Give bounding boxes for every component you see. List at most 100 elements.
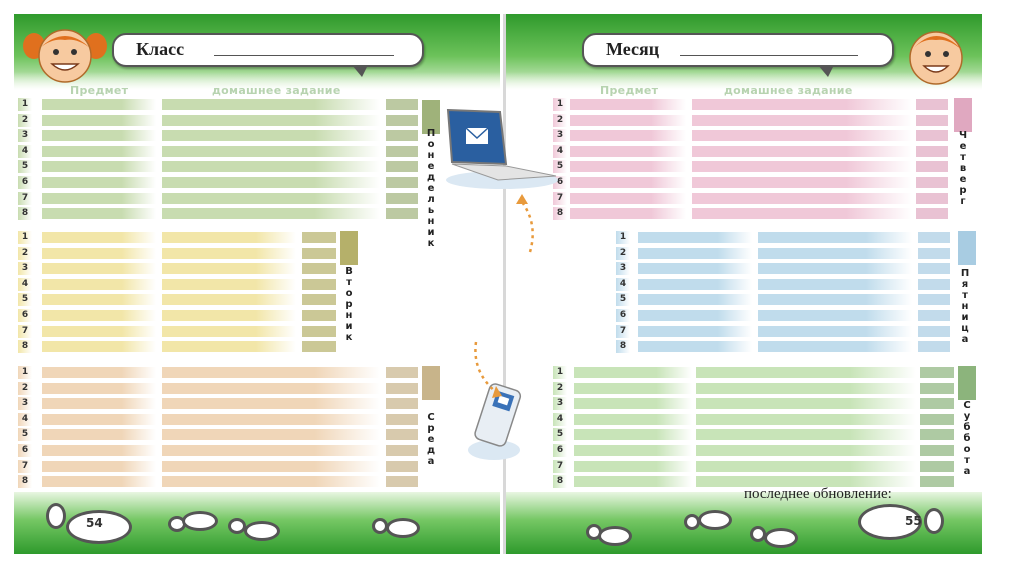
subject-cell[interactable] bbox=[42, 278, 156, 290]
subject-cell[interactable] bbox=[574, 445, 692, 456]
mark-cell[interactable] bbox=[302, 341, 336, 353]
mark-cell[interactable] bbox=[916, 145, 948, 157]
homework-cell[interactable] bbox=[162, 413, 380, 425]
homework-cell[interactable] bbox=[696, 476, 916, 488]
homework-cell[interactable] bbox=[162, 247, 296, 259]
subject-cell[interactable] bbox=[42, 398, 156, 410]
mark-cell[interactable] bbox=[386, 382, 418, 394]
mark-cell[interactable] bbox=[920, 476, 954, 488]
homework-cell[interactable] bbox=[162, 367, 380, 378]
homework-cell[interactable] bbox=[692, 161, 912, 173]
subject-cell[interactable] bbox=[570, 114, 686, 126]
subject-cell[interactable] bbox=[42, 161, 156, 173]
mark-cell[interactable] bbox=[920, 460, 954, 472]
subject-cell[interactable] bbox=[638, 247, 752, 259]
subject-cell[interactable] bbox=[574, 398, 692, 410]
subject-cell[interactable] bbox=[638, 263, 752, 275]
mark-cell[interactable] bbox=[386, 476, 418, 488]
homework-cell[interactable] bbox=[162, 325, 296, 337]
subject-cell[interactable] bbox=[42, 429, 156, 441]
mark-cell[interactable] bbox=[916, 114, 948, 126]
mark-cell[interactable] bbox=[916, 192, 948, 204]
homework-cell[interactable] bbox=[758, 310, 912, 321]
mark-cell[interactable] bbox=[916, 161, 948, 173]
mark-cell[interactable] bbox=[920, 429, 954, 441]
homework-cell[interactable] bbox=[692, 145, 912, 157]
class-input-line[interactable] bbox=[214, 55, 394, 56]
homework-cell[interactable] bbox=[162, 99, 380, 110]
mark-cell[interactable] bbox=[386, 367, 418, 378]
subject-cell[interactable] bbox=[42, 247, 156, 259]
subject-cell[interactable] bbox=[42, 413, 156, 425]
mark-cell[interactable] bbox=[302, 325, 336, 337]
subject-cell[interactable] bbox=[42, 460, 156, 472]
subject-cell[interactable] bbox=[570, 208, 686, 220]
mark-cell[interactable] bbox=[918, 310, 950, 321]
homework-cell[interactable] bbox=[162, 278, 296, 290]
homework-cell[interactable] bbox=[758, 341, 912, 353]
subject-cell[interactable] bbox=[42, 232, 156, 243]
mark-cell[interactable] bbox=[916, 130, 948, 142]
homework-cell[interactable] bbox=[162, 177, 380, 188]
mark-cell[interactable] bbox=[920, 398, 954, 410]
mark-cell[interactable] bbox=[916, 177, 948, 188]
homework-cell[interactable] bbox=[162, 130, 380, 142]
mark-cell[interactable] bbox=[916, 208, 948, 220]
mark-cell[interactable] bbox=[386, 161, 418, 173]
homework-cell[interactable] bbox=[692, 192, 912, 204]
mark-cell[interactable] bbox=[918, 247, 950, 259]
homework-cell[interactable] bbox=[162, 161, 380, 173]
mark-cell[interactable] bbox=[386, 177, 418, 188]
subject-cell[interactable] bbox=[42, 177, 156, 188]
subject-cell[interactable] bbox=[570, 99, 686, 110]
mark-cell[interactable] bbox=[918, 341, 950, 353]
homework-cell[interactable] bbox=[692, 177, 912, 188]
mark-cell[interactable] bbox=[302, 247, 336, 259]
homework-cell[interactable] bbox=[692, 130, 912, 142]
homework-cell[interactable] bbox=[758, 247, 912, 259]
subject-cell[interactable] bbox=[570, 161, 686, 173]
homework-cell[interactable] bbox=[692, 208, 912, 220]
homework-cell[interactable] bbox=[758, 278, 912, 290]
subject-cell[interactable] bbox=[574, 413, 692, 425]
subject-cell[interactable] bbox=[574, 476, 692, 488]
subject-cell[interactable] bbox=[570, 192, 686, 204]
homework-cell[interactable] bbox=[162, 263, 296, 275]
homework-cell[interactable] bbox=[758, 325, 912, 337]
subject-cell[interactable] bbox=[574, 460, 692, 472]
subject-cell[interactable] bbox=[570, 177, 686, 188]
subject-cell[interactable] bbox=[574, 429, 692, 441]
homework-cell[interactable] bbox=[692, 114, 912, 126]
subject-cell[interactable] bbox=[638, 310, 752, 321]
subject-cell[interactable] bbox=[570, 145, 686, 157]
homework-cell[interactable] bbox=[696, 445, 916, 456]
subject-cell[interactable] bbox=[42, 263, 156, 275]
mark-cell[interactable] bbox=[918, 278, 950, 290]
mark-cell[interactable] bbox=[916, 99, 948, 110]
subject-cell[interactable] bbox=[42, 476, 156, 488]
subject-cell[interactable] bbox=[638, 341, 752, 353]
homework-cell[interactable] bbox=[162, 429, 380, 441]
subject-cell[interactable] bbox=[574, 382, 692, 394]
homework-cell[interactable] bbox=[162, 294, 296, 306]
mark-cell[interactable] bbox=[302, 278, 336, 290]
subject-cell[interactable] bbox=[42, 99, 156, 110]
mark-cell[interactable] bbox=[386, 413, 418, 425]
subject-cell[interactable] bbox=[42, 445, 156, 456]
homework-cell[interactable] bbox=[162, 192, 380, 204]
subject-cell[interactable] bbox=[638, 278, 752, 290]
homework-cell[interactable] bbox=[162, 476, 380, 488]
mark-cell[interactable] bbox=[302, 310, 336, 321]
subject-cell[interactable] bbox=[570, 130, 686, 142]
subject-cell[interactable] bbox=[574, 367, 692, 378]
month-input-line[interactable] bbox=[680, 55, 858, 56]
homework-cell[interactable] bbox=[696, 413, 916, 425]
homework-cell[interactable] bbox=[162, 460, 380, 472]
subject-cell[interactable] bbox=[42, 325, 156, 337]
subject-cell[interactable] bbox=[42, 114, 156, 126]
homework-cell[interactable] bbox=[696, 398, 916, 410]
subject-cell[interactable] bbox=[638, 325, 752, 337]
mark-cell[interactable] bbox=[920, 413, 954, 425]
subject-cell[interactable] bbox=[42, 130, 156, 142]
mark-cell[interactable] bbox=[302, 232, 336, 243]
